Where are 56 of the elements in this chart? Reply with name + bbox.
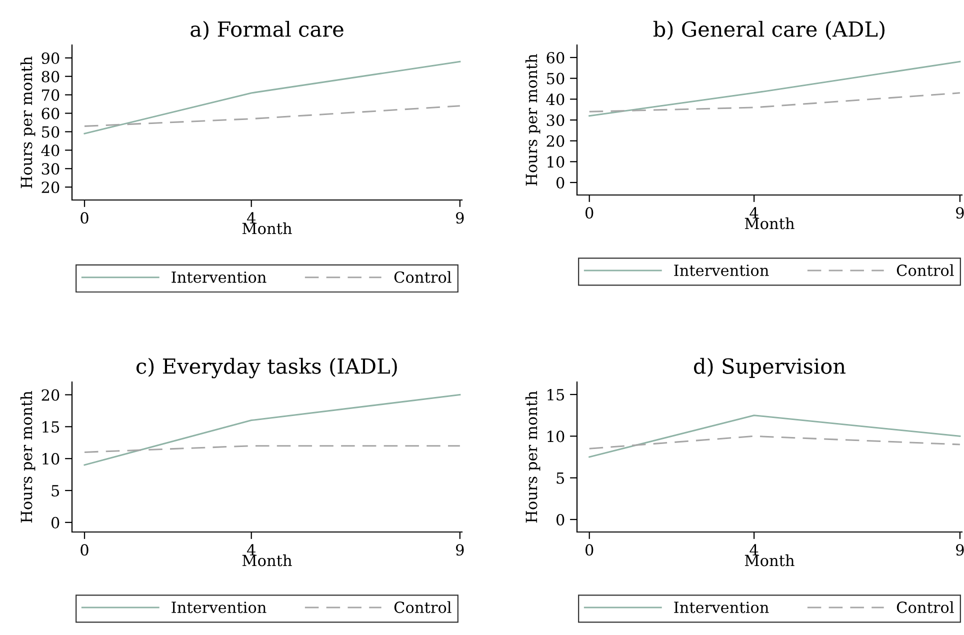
legend-label: Intervention [674,264,769,276]
y-axis-title: Hours per month [525,54,540,186]
y-tick-label: 30 [42,163,60,175]
x-tick-label: 9 [456,544,464,556]
y-tick-label: 0 [556,176,564,189]
x-tick-label: 4 [750,207,758,218]
y-tick-label: 5 [556,472,564,484]
y-tick-label: 90 [42,52,60,64]
y-tick-label: 50 [42,126,60,138]
legend-label: Intervention [172,271,266,283]
x-axis-title: Month [744,217,794,230]
x-tick-label: 4 [750,544,758,556]
y-tick-label: 0 [556,514,564,526]
x-axis-title: Month [242,554,292,566]
chart-title: a) Formal care [190,20,344,40]
x-tick-label: 9 [956,544,964,556]
legend-label: Control [896,601,954,614]
x-tick-label: 4 [246,544,256,556]
x-tick-label: 0 [80,212,88,224]
y-tick-label: 50 [547,72,564,84]
chart-title: c) Everyday tasks (IADL) [136,358,397,378]
y-tick-label: 5 [52,485,60,497]
legend-label: Intervention [172,602,266,614]
y-tick-label: 10 [42,453,60,465]
x-axis-title: Month [242,222,292,234]
x-tick-label: 0 [586,207,594,219]
y-tick-label: 40 [546,94,564,106]
y-tick-label: 30 [546,114,564,126]
y-axis-title: Hours per month [20,391,36,523]
x-tick-label: 9 [956,207,964,219]
legend-label: Control [394,601,452,614]
legend-label: Control [394,271,452,283]
y-tick-label: 20 [546,135,564,147]
y-tick-label: 0 [51,516,60,528]
legend-label: Intervention [674,602,769,614]
chart-title: d) Supervision [694,358,846,378]
legend-label: Control [896,264,954,276]
y-tick-label: 80 [42,70,60,82]
y-tick-label: 20 [42,182,60,194]
x-tick-label: 4 [246,212,256,224]
y-tick-label: 40 [41,144,60,156]
y-axis-title: Hours per month [20,56,36,188]
y-tick-label: 15 [548,388,564,401]
y-tick-label: 20 [42,389,60,401]
y-tick-label: 10 [548,156,564,168]
x-tick-label: 0 [586,544,594,556]
y-tick-label: 60 [546,52,564,64]
x-tick-label: 0 [80,544,88,556]
chart-title: b) General care (ADL) [653,20,885,40]
x-tick-label: 9 [456,212,464,224]
y-tick-label: 70 [42,89,60,101]
y-axis-title: Hours per month [525,391,540,523]
y-tick-label: 60 [42,108,60,120]
y-tick-label: 10 [548,430,564,442]
x-axis-title: Month [744,554,794,566]
y-tick-label: 15 [42,421,60,433]
